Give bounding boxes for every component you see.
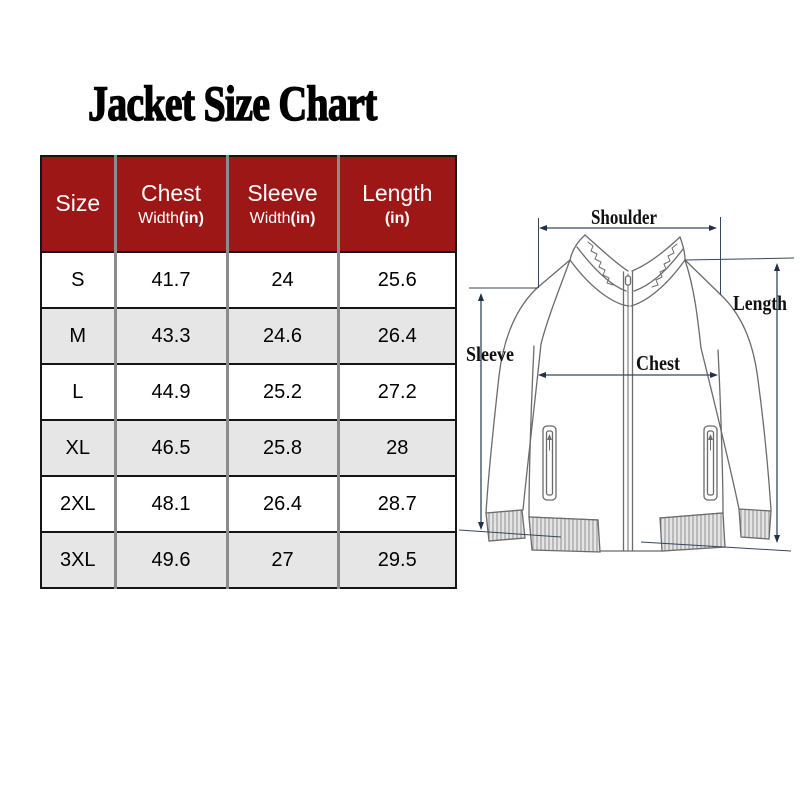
cell-length: 29.5 — [336, 531, 456, 588]
cell-sleeve: 24.6 — [225, 307, 338, 364]
cell-sleeve: 24 — [225, 251, 338, 308]
cuff-right — [738, 508, 772, 540]
sleeve-outer-left — [485, 287, 538, 514]
cell-size: M — [41, 307, 115, 364]
cell-size: S — [41, 251, 115, 308]
sleeve-bottom-baseline — [458, 529, 562, 538]
shoulder-arrowhead-left — [539, 225, 547, 231]
measurement-labels: Shoulder Length Sleeve Chest — [466, 205, 787, 375]
collar-right-side — [679, 236, 686, 261]
shoulder-label: Shoulder — [591, 205, 657, 229]
table-row: L 44.9 25.2 27.2 — [41, 363, 456, 420]
sleeve-inner-left — [522, 343, 542, 511]
armhole-seam-right — [684, 259, 702, 349]
column-header-chest: Chest Width(in) — [113, 156, 227, 252]
cell-length: 28 — [336, 419, 456, 476]
cell-chest: 49.6 — [113, 531, 227, 588]
measurement-arrows — [458, 217, 795, 552]
table-row: 3XL 49.6 27 29.5 — [41, 531, 456, 588]
chest-arrowhead-right — [710, 372, 718, 378]
table-row: S 41.7 24 25.6 — [41, 251, 456, 308]
pocket-left-inner — [545, 430, 554, 496]
length-label: Length — [733, 291, 787, 315]
sleeve-outer-right — [720, 294, 772, 511]
cell-sleeve: 26.4 — [225, 475, 338, 532]
neckline-left — [569, 259, 630, 307]
column-header-size: Size — [41, 156, 115, 252]
cell-sleeve: 25.2 — [225, 363, 338, 420]
cell-chest: 46.5 — [113, 419, 227, 476]
cell-chest: 44.9 — [113, 363, 227, 420]
collar-stitch-left — [587, 241, 614, 286]
zipper-pull — [624, 275, 632, 286]
cell-size: 3XL — [41, 531, 115, 588]
table-row: 2XL 48.1 26.4 28.7 — [41, 475, 456, 532]
cell-chest: 43.3 — [113, 307, 227, 364]
chest-label: Chest — [636, 351, 680, 375]
collar-stitch-right — [651, 243, 678, 288]
length-arrowhead-bottom — [774, 535, 780, 543]
cell-chest: 41.7 — [113, 251, 227, 308]
sleeve-arrowhead-bottom — [478, 522, 484, 530]
cell-size: 2XL — [41, 475, 115, 532]
hem-band-left — [528, 516, 601, 553]
chest-arrowhead-left — [538, 372, 546, 378]
armhole-seam-left — [540, 259, 571, 345]
jacket-measurement-diagram: Shoulder Length Sleeve Chest — [455, 180, 800, 610]
column-header-length: Length (in) — [336, 156, 456, 252]
collar-left-side — [569, 234, 586, 261]
cell-length: 28.7 — [336, 475, 456, 532]
body-side-right — [717, 349, 724, 514]
shoulder-seam-right — [684, 259, 722, 296]
pocket-right-pull-icon — [708, 434, 713, 440]
cuff-left — [485, 509, 526, 542]
pocket-left-pull-icon — [547, 434, 552, 440]
neckline-right — [630, 259, 686, 307]
sleeve-label: Sleeve — [466, 342, 514, 366]
collar-top-right — [631, 236, 681, 272]
length-arrowhead-top — [774, 263, 780, 271]
cell-sleeve: 25.8 — [225, 419, 338, 476]
cell-size: XL — [41, 419, 115, 476]
table-row: M 43.3 24.6 26.4 — [41, 307, 456, 364]
body-side-left — [528, 345, 535, 518]
cell-sleeve: 27 — [225, 531, 338, 588]
jacket-outline-drawing — [485, 234, 772, 553]
column-header-sleeve: Sleeve Width(in) — [225, 156, 338, 252]
shoulder-seam-left — [536, 259, 571, 289]
shoulder-arrowhead-right — [709, 225, 717, 231]
cell-chest: 48.1 — [113, 475, 227, 532]
cell-length: 27.2 — [336, 363, 456, 420]
cell-length: 25.6 — [336, 251, 456, 308]
pocket-right-inner — [706, 430, 715, 496]
collar-inner-left — [576, 246, 627, 292]
cell-length: 26.4 — [336, 307, 456, 364]
table-row: XL 46.5 25.8 28 — [41, 419, 456, 476]
length-bottom-baseline — [640, 541, 792, 552]
cell-size: L — [41, 363, 115, 420]
table-header: Size Chest Width(in) Sleeve Width(in) Le… — [41, 156, 456, 252]
sleeve-arrowhead-top — [478, 293, 484, 301]
collar-inner-right — [633, 248, 684, 292]
page-title: Jacket Size Chart — [87, 74, 377, 131]
length-top-refline — [684, 257, 795, 261]
collar-top-left — [584, 234, 629, 272]
size-chart-table: Size Chest Width(in) Sleeve Width(in) Le… — [40, 155, 457, 589]
